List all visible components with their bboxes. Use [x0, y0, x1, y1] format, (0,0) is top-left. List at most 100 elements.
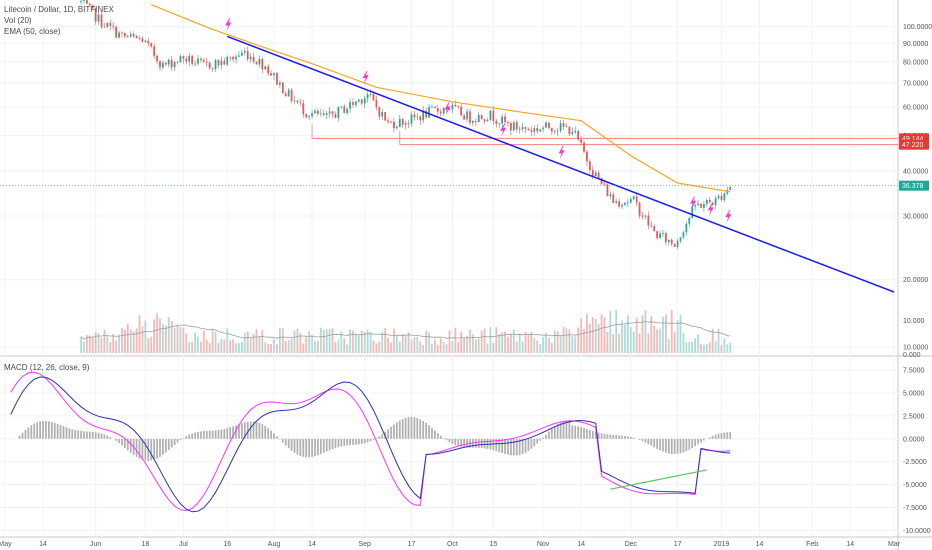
candle-body — [217, 60, 220, 66]
candle-body — [591, 169, 594, 177]
volume-bar — [688, 341, 691, 353]
volume-bar — [235, 343, 237, 353]
candle-body — [670, 239, 673, 244]
candle-body — [404, 123, 407, 125]
candle-body — [366, 94, 369, 99]
candle-body — [369, 93, 372, 95]
candle-body — [226, 56, 229, 65]
volume-bar — [205, 339, 208, 353]
candle-body — [305, 114, 308, 118]
macd-histogram-bar — [597, 432, 600, 439]
volume-bar — [126, 323, 129, 353]
macd-histogram-bar — [115, 438, 118, 441]
candle-body — [650, 225, 653, 227]
volume-bar — [603, 317, 606, 353]
volume-bar — [656, 329, 659, 353]
volume-bar — [580, 318, 582, 353]
volume-bar — [109, 342, 112, 353]
candle-body — [360, 99, 363, 104]
volume-legend[interactable]: Vol (20) — [4, 16, 32, 25]
candle-body — [463, 115, 465, 120]
macd-histogram-bar — [296, 438, 299, 455]
candle-body — [164, 62, 167, 65]
macd-histogram-bar — [18, 435, 21, 439]
volume-bar — [682, 333, 685, 353]
volume-bar — [635, 317, 638, 353]
x-tick-label: 14 — [39, 541, 47, 548]
macd-histogram-bar — [106, 435, 109, 439]
candle-body — [162, 62, 164, 68]
macd-tick-label: -2.5000 — [903, 459, 927, 466]
candle-body — [135, 35, 138, 39]
macd-histogram-bar — [21, 432, 24, 439]
macd-histogram-bar — [539, 438, 542, 441]
volume-bar — [711, 328, 714, 353]
volume-bar — [279, 327, 281, 353]
volume-bar — [627, 315, 629, 353]
y-tick-label: 60.0000 — [903, 105, 928, 112]
volume-bar — [355, 333, 357, 353]
symbol-title[interactable]: Litecoin / Dollar, 1D, BITFINEX — [4, 5, 114, 14]
macd-histogram-bar — [410, 416, 413, 439]
volume-bar — [685, 342, 688, 353]
candle-body — [91, 5, 94, 9]
macd-histogram-bar — [629, 436, 632, 439]
macd-histogram-bar — [574, 425, 577, 439]
candle-body — [188, 55, 191, 62]
macd-histogram-bar — [50, 421, 53, 439]
candle-body — [539, 129, 542, 132]
macd-histogram-bar — [276, 436, 278, 439]
candle-body — [594, 172, 597, 177]
macd-histogram-bar — [325, 438, 328, 452]
volume-bar — [258, 335, 261, 353]
candle-body — [524, 127, 527, 129]
macd-histogram-bar — [340, 438, 343, 447]
candle-body — [200, 58, 202, 61]
macd-histogram-bar — [217, 430, 220, 439]
macd-histogram-bar — [442, 438, 445, 439]
volume-bar — [638, 333, 641, 353]
macd-histogram-bar — [33, 423, 36, 439]
volume-bar — [562, 326, 565, 353]
volume-bar — [138, 315, 141, 353]
y-tick-label: 20.0000 — [903, 277, 928, 284]
ema-legend[interactable]: EMA (50, close) — [4, 27, 61, 36]
x-tick-label: Feb — [806, 541, 818, 548]
macd-histogram-bar — [717, 433, 720, 439]
macd-title: MACD (12, 26, close, 9) — [4, 363, 90, 372]
candle-body — [153, 46, 156, 56]
macd-histogram-bar — [407, 417, 410, 439]
candle-body — [685, 223, 688, 233]
x-tick-label: Jul — [179, 541, 188, 548]
candle-body — [229, 56, 232, 58]
macd-histogram-bar — [580, 427, 582, 439]
macd-histogram-bar — [381, 434, 384, 439]
candle-body — [515, 122, 518, 130]
macd-legend[interactable]: MACD (12, 26, close, 9) — [4, 362, 89, 373]
volume-bar — [194, 332, 196, 353]
volume-ma-line — [80, 320, 731, 340]
volume-bar — [542, 336, 544, 353]
candle-body — [317, 110, 319, 114]
macd-histogram-bar — [208, 430, 211, 439]
candle-body — [489, 110, 492, 120]
macd-histogram-bar — [97, 432, 100, 439]
candle-body — [115, 26, 118, 38]
macd-histogram-bar — [495, 438, 498, 452]
volume-bar — [299, 333, 302, 353]
volume-bar — [135, 328, 138, 353]
macd-histogram-bar — [200, 431, 202, 439]
volume-bar — [381, 331, 384, 353]
volume-bar — [132, 331, 135, 353]
candle-body — [492, 110, 495, 122]
candle-body — [624, 202, 626, 205]
macd-histogram-bar — [59, 425, 62, 439]
volume-bar — [708, 342, 711, 353]
candle-body — [88, 3, 91, 6]
candle-body — [243, 51, 246, 53]
macd-histogram-bar — [194, 432, 196, 439]
macd-histogram-bar — [36, 422, 39, 439]
volume-bar — [369, 332, 372, 353]
candle-body — [235, 56, 237, 60]
